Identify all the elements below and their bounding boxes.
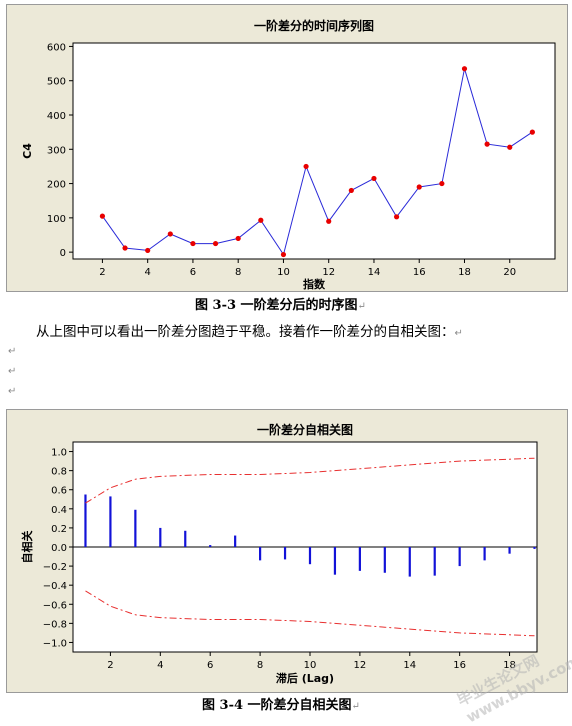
- data-point: [303, 163, 309, 170]
- chart-panel-time-series: 一阶差分的时间序列图 0 100 200 300 400 500 600 2 4 6 8 10 12 14 1…: [6, 4, 568, 292]
- data-point: [348, 187, 354, 194]
- plot-area: [72, 42, 556, 260]
- x-tick-label: 16: [413, 267, 426, 278]
- x-tick-label: 14: [368, 267, 381, 278]
- y-tick-label: −0.4: [43, 581, 67, 592]
- data-point: [507, 144, 513, 150]
- y-tick-label: 0.8: [51, 467, 67, 478]
- data-point: [258, 217, 264, 223]
- upper-confidence-limit: [85, 457, 535, 504]
- chart-title: 一阶差分的时间序列图: [254, 18, 374, 33]
- paragraph-mark: ↵: [357, 301, 366, 312]
- y-tick-label: 100: [47, 214, 66, 225]
- data-point: [280, 251, 287, 258]
- x-tick-label: 12: [354, 660, 367, 671]
- data-point: [212, 240, 219, 247]
- figure-caption-3-3-text: 图 3-3 一阶差分后的时序图: [195, 298, 358, 313]
- data-point: [371, 175, 377, 182]
- x-tick-label: 4: [157, 660, 163, 671]
- empty-paragraph-mark: ↵: [8, 386, 17, 397]
- acf-chart: 一阶差分自相关图 −1.0 −0.8 −0.6 −0.4 −0.2 0.0 0.2 0.4 0.6…: [20, 422, 538, 685]
- y-tick-label: −0.6: [43, 600, 67, 611]
- paragraph-mark: ↵: [351, 701, 360, 712]
- x-tick-label: 2: [107, 660, 113, 671]
- data-point: [145, 247, 151, 254]
- figure-caption-3-4-text: 图 3-4 一阶差分自相关图: [202, 698, 352, 713]
- y-tick-label: 0.6: [51, 486, 67, 497]
- y-tick-label: −0.2: [43, 562, 67, 573]
- y-tick-label: 300: [47, 145, 66, 156]
- x-tick-label: 6: [207, 660, 213, 671]
- empty-paragraph-mark: ↵: [8, 346, 17, 357]
- x-tick-label: 18: [503, 660, 516, 671]
- y-axis-label: C4: [21, 143, 34, 159]
- y-tick-label: 400: [47, 111, 66, 122]
- y-tick-label: −1.0: [43, 638, 67, 649]
- y-tick-label: 500: [47, 77, 66, 88]
- x-tick-label: 4: [144, 267, 150, 278]
- y-tick-label: 600: [47, 42, 66, 53]
- data-point: [326, 218, 332, 224]
- series-line: [101, 68, 533, 256]
- x-tick-label: 8: [257, 660, 263, 671]
- y-tick-label: 0.4: [51, 505, 67, 516]
- y-axis-label: 自相关: [20, 531, 34, 564]
- y-tick-label: 0: [60, 248, 66, 259]
- paragraph-mark: ↵: [454, 328, 463, 339]
- x-tick-label: 6: [190, 267, 196, 278]
- x-tick-label: 12: [322, 267, 335, 278]
- data-point: [461, 66, 468, 72]
- x-tick-label: 16: [453, 660, 466, 671]
- empty-paragraph-mark: ↵: [8, 366, 17, 377]
- y-tick-label: 200: [47, 180, 66, 191]
- y-tick-label: −0.8: [43, 619, 67, 630]
- x-axis-label: 滞后 (Lag): [276, 671, 334, 685]
- body-paragraph-text: 从上图中可以看出一阶差分图趋于平稳。接着作一阶差分的自相关图：: [36, 324, 455, 340]
- data-point: [167, 231, 173, 237]
- y-tick-label: 1.0: [51, 448, 67, 459]
- body-paragraph: 从上图中可以看出一阶差分图趋于平稳。接着作一阶差分的自相关图：↵: [36, 320, 463, 340]
- time-series-chart: 一阶差分的时间序列图 0 100 200 300 400 500 600 2 4 6 8 10 12 14 1…: [21, 18, 556, 291]
- data-point: [99, 213, 106, 219]
- data-point: [235, 235, 241, 242]
- data-point: [416, 184, 422, 190]
- data-point: [393, 214, 400, 220]
- x-tick-label: 10: [277, 267, 290, 278]
- data-point: [439, 180, 445, 187]
- y-tick-label: 0.0: [51, 543, 67, 554]
- data-point: [484, 141, 490, 147]
- x-tick-label: 8: [235, 267, 241, 278]
- figure-caption-3-4: 图 3-4 一阶差分自相关图↵: [202, 694, 360, 713]
- x-tick-label: 14: [403, 660, 416, 671]
- data-point: [529, 129, 535, 135]
- x-tick-label: 20: [503, 267, 516, 278]
- y-tick-label: 0.2: [51, 524, 67, 535]
- data-point: [122, 245, 128, 251]
- x-tick-label: 18: [458, 267, 471, 278]
- x-tick-label: 10: [304, 660, 317, 671]
- x-tick-label: 2: [99, 267, 105, 278]
- chart-panel-acf: 一阶差分自相关图 −1.0 −0.8 −0.6 −0.4 −0.2 0.0 0.2 0.4 0.6…: [6, 409, 568, 693]
- chart-title: 一阶差分自相关图: [257, 422, 353, 437]
- x-axis-label: 指数: [303, 277, 326, 291]
- data-point: [190, 240, 196, 247]
- lower-confidence-limit: [85, 590, 535, 637]
- figure-caption-3-3: 图 3-3 一阶差分后的时序图↵: [195, 294, 366, 313]
